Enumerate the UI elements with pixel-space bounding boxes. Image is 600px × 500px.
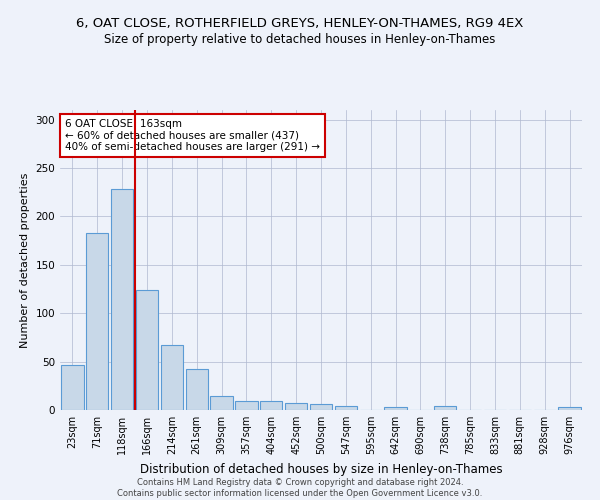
Bar [559,407,581,410]
Bar [86,233,109,410]
Bar [111,190,133,410]
Text: Contains HM Land Registry data © Crown copyright and database right 2024.
Contai: Contains HM Land Registry data © Crown c… [118,478,482,498]
Bar [285,403,307,410]
Text: Size of property relative to detached houses in Henley-on-Thames: Size of property relative to detached ho… [104,32,496,46]
Bar [260,402,283,410]
Bar [310,404,332,410]
Text: 6, OAT CLOSE, ROTHERFIELD GREYS, HENLEY-ON-THAMES, RG9 4EX: 6, OAT CLOSE, ROTHERFIELD GREYS, HENLEY-… [76,18,524,30]
Bar [61,364,83,410]
Y-axis label: Number of detached properties: Number of detached properties [20,172,30,348]
Bar [185,370,208,410]
Text: 6 OAT CLOSE: 163sqm
← 60% of detached houses are smaller (437)
40% of semi-detac: 6 OAT CLOSE: 163sqm ← 60% of detached ho… [65,119,320,152]
Bar [136,290,158,410]
Bar [211,396,233,410]
Bar [161,345,183,410]
Bar [385,407,407,410]
Bar [335,406,357,410]
Bar [235,402,257,410]
X-axis label: Distribution of detached houses by size in Henley-on-Thames: Distribution of detached houses by size … [140,462,502,475]
Bar [434,406,457,410]
